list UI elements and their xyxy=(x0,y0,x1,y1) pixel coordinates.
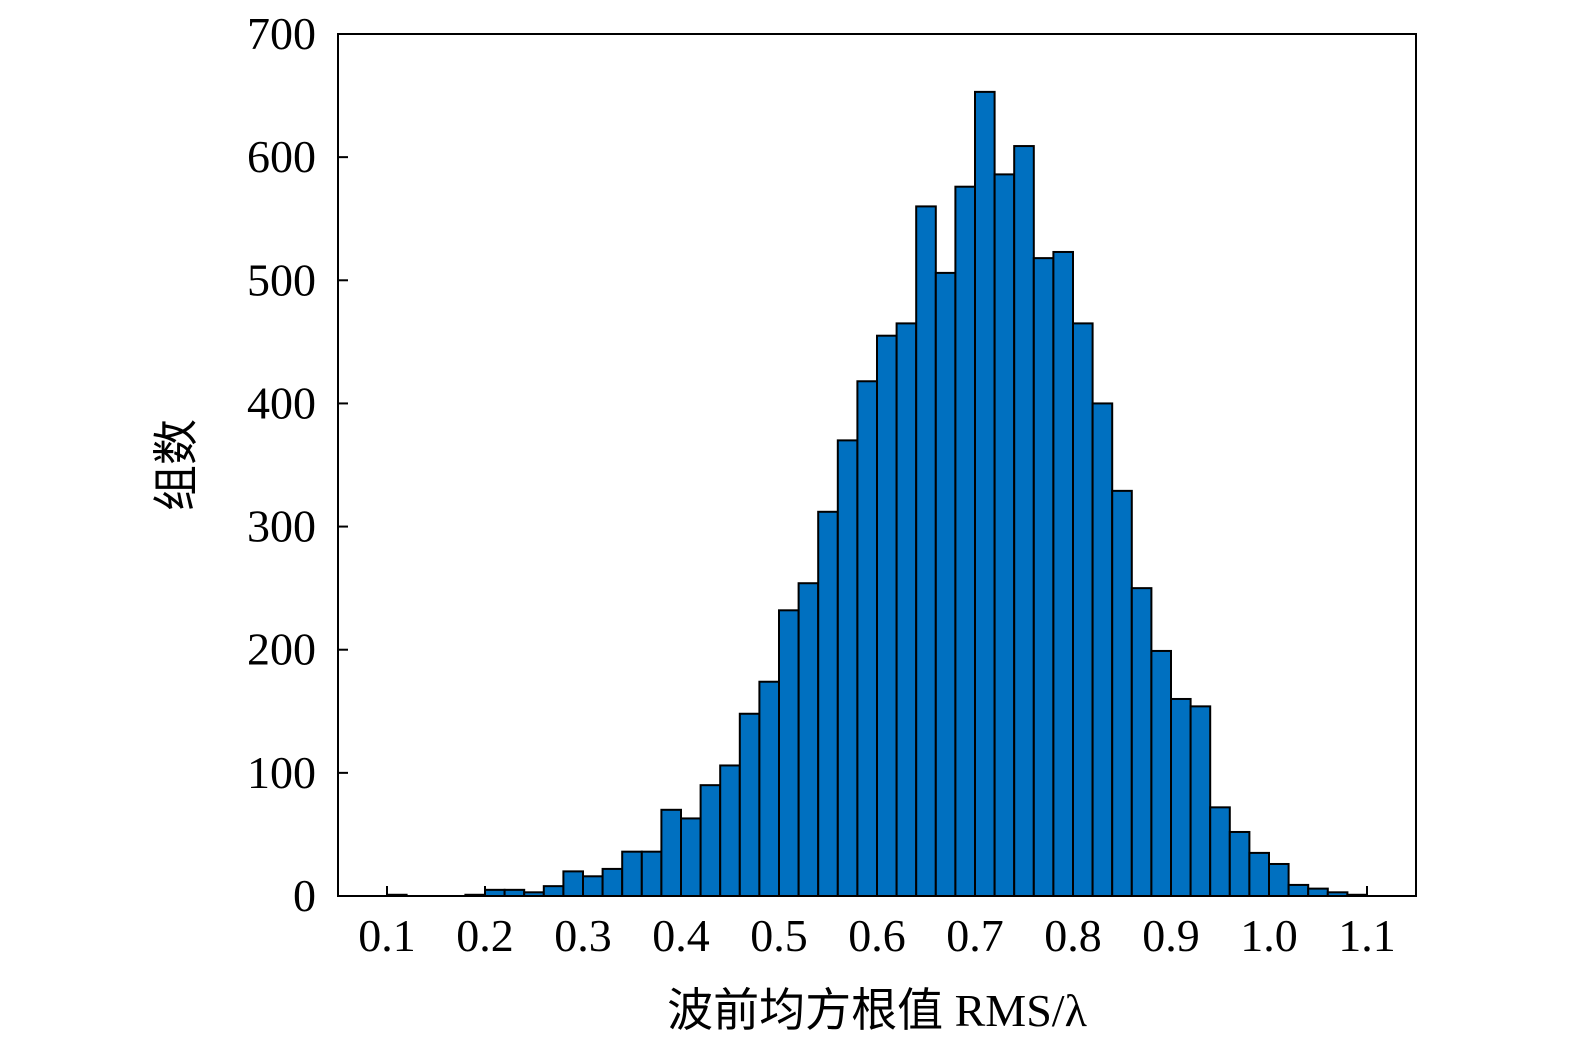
histogram-bar xyxy=(1032,257,1055,897)
x-tick-label: 0.3 xyxy=(554,910,612,961)
x-tick-label: 0.9 xyxy=(1142,910,1200,961)
histogram-bar xyxy=(719,764,741,897)
histogram-bar xyxy=(1091,402,1114,897)
histogram-bar xyxy=(1111,489,1133,897)
histogram-bar xyxy=(895,322,918,897)
histogram-bar xyxy=(1209,806,1231,898)
histogram-bar xyxy=(817,510,839,897)
plot-frame xyxy=(337,33,1417,897)
histogram-bar xyxy=(660,808,683,897)
y-tick-label: 700 xyxy=(247,8,316,59)
x-tick-label: 0.7 xyxy=(946,910,1004,961)
y-axis-label: 组数 xyxy=(151,419,202,511)
y-tick-label: 300 xyxy=(247,501,316,552)
histogram-bar xyxy=(1150,649,1173,898)
histogram-bar xyxy=(1170,697,1192,897)
histogram-bar xyxy=(1268,862,1290,897)
y-tick-label: 0 xyxy=(293,870,316,921)
histogram-bar xyxy=(778,609,800,898)
y-tick-label: 100 xyxy=(247,747,316,798)
histogram-bar xyxy=(993,173,1016,897)
x-tick-label: 0.1 xyxy=(358,910,416,961)
histogram-bar xyxy=(1052,250,1075,898)
y-tick-label: 400 xyxy=(247,377,316,428)
histogram-bar xyxy=(680,817,702,897)
histogram-bar xyxy=(876,334,898,897)
histogram-bar xyxy=(640,850,663,898)
histogram-bar xyxy=(836,439,859,897)
y-tick-label: 200 xyxy=(247,624,316,675)
histogram-bar xyxy=(915,205,937,897)
x-tick-label: 0.4 xyxy=(652,910,710,961)
histogram-bar xyxy=(1072,322,1094,897)
x-tick-label: 1.0 xyxy=(1240,910,1298,961)
histogram-bar xyxy=(1130,587,1153,898)
histogram-bar xyxy=(542,885,565,897)
histogram-bar xyxy=(758,680,781,898)
x-tick-label: 0.8 xyxy=(1044,910,1102,961)
histogram-bar xyxy=(1307,887,1329,898)
histogram-bar xyxy=(562,870,585,897)
histogram-bars xyxy=(386,90,1369,898)
histogram-bar xyxy=(738,712,761,898)
x-tick-label: 1.1 xyxy=(1338,910,1396,961)
histogram-bar xyxy=(856,380,879,897)
histogram-bar xyxy=(1189,705,1212,897)
histogram-bar xyxy=(954,185,977,897)
x-axis-label: 波前均方根值 RMS/λ xyxy=(667,985,1087,1036)
histogram-bar xyxy=(797,582,820,898)
histogram-bar xyxy=(621,850,643,898)
y-tick-label: 500 xyxy=(247,254,316,305)
x-tick-label: 0.5 xyxy=(750,910,808,961)
y-tick-label: 600 xyxy=(247,131,316,182)
y-tick-marks xyxy=(338,33,348,897)
x-tick-label: 0.2 xyxy=(456,910,514,961)
histogram-bar xyxy=(1013,145,1035,897)
histogram-bar xyxy=(1287,883,1310,897)
histogram-bar xyxy=(601,867,624,897)
histogram-bar xyxy=(934,271,957,897)
histogram-bar xyxy=(1248,851,1271,898)
histogram-bar xyxy=(699,784,722,898)
y-tick-labels: 0 100 200 300 400 500 600 700 xyxy=(247,8,316,921)
x-tick-labels: 0.1 0.2 0.3 0.4 0.5 0.6 0.7 0.8 0.9 1.0 1.1 xyxy=(358,910,1396,961)
histogram-bar xyxy=(1228,830,1251,897)
histogram-bar xyxy=(974,90,996,898)
histogram-bar xyxy=(582,875,604,897)
x-tick-label: 0.6 xyxy=(848,910,906,961)
